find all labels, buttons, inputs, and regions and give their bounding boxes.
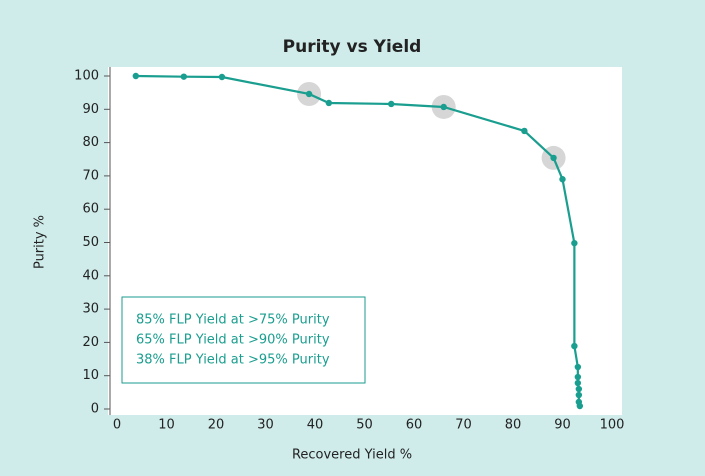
point bbox=[180, 73, 188, 80]
point bbox=[388, 100, 395, 108]
point bbox=[132, 72, 140, 80]
point bbox=[325, 99, 333, 107]
y-tick-label: 60 bbox=[82, 202, 99, 217]
y-tick-label: 0 bbox=[91, 402, 99, 417]
x-tick-label: 100 bbox=[600, 418, 625, 433]
point bbox=[575, 385, 583, 393]
y-tick-label: 70 bbox=[82, 168, 99, 183]
x-tick-label: 40 bbox=[307, 418, 324, 433]
point bbox=[575, 391, 583, 399]
point bbox=[550, 154, 557, 162]
point bbox=[218, 73, 226, 81]
y-tick-label: 90 bbox=[82, 102, 99, 117]
y-tick-label: 20 bbox=[82, 335, 99, 350]
annotation: 65% FLP Yield at >90% Purity bbox=[136, 333, 330, 348]
x-tick-label: 0 bbox=[113, 418, 121, 433]
annotation-box bbox=[121, 296, 366, 384]
y-tick-label: 40 bbox=[82, 268, 99, 283]
y-axis-label: Purity % bbox=[33, 215, 48, 269]
point bbox=[305, 90, 313, 98]
point bbox=[559, 176, 566, 183]
point bbox=[571, 239, 578, 247]
x-axis-label: Recovered Yield % bbox=[292, 448, 412, 463]
x-tick-label: 80 bbox=[505, 418, 522, 433]
x-tick-label: 10 bbox=[158, 418, 175, 433]
y-tick-label: 80 bbox=[82, 135, 99, 150]
point bbox=[574, 379, 582, 387]
point bbox=[571, 342, 578, 350]
x-tick-label: 60 bbox=[406, 418, 423, 433]
annotation: 38% FLP Yield at >95% Purity bbox=[136, 353, 330, 368]
chart-title: Purity vs Yield bbox=[283, 37, 422, 57]
point bbox=[440, 103, 447, 111]
annotation: 85% FLP Yield at >75% Purity bbox=[136, 313, 330, 328]
x-tick-label: 30 bbox=[257, 418, 274, 433]
x-tick-label: 50 bbox=[356, 418, 373, 433]
y-tick-label: 50 bbox=[82, 235, 99, 250]
x-tick-label: 70 bbox=[455, 418, 472, 433]
x-tick-label: 20 bbox=[208, 418, 225, 433]
point bbox=[521, 127, 528, 135]
y-tick-label: 100 bbox=[74, 69, 99, 84]
point bbox=[574, 363, 582, 371]
y-tick-label: 30 bbox=[82, 302, 99, 317]
point bbox=[576, 402, 584, 410]
x-tick-label: 90 bbox=[554, 418, 571, 433]
y-tick-label: 10 bbox=[82, 368, 99, 383]
point bbox=[574, 373, 582, 381]
